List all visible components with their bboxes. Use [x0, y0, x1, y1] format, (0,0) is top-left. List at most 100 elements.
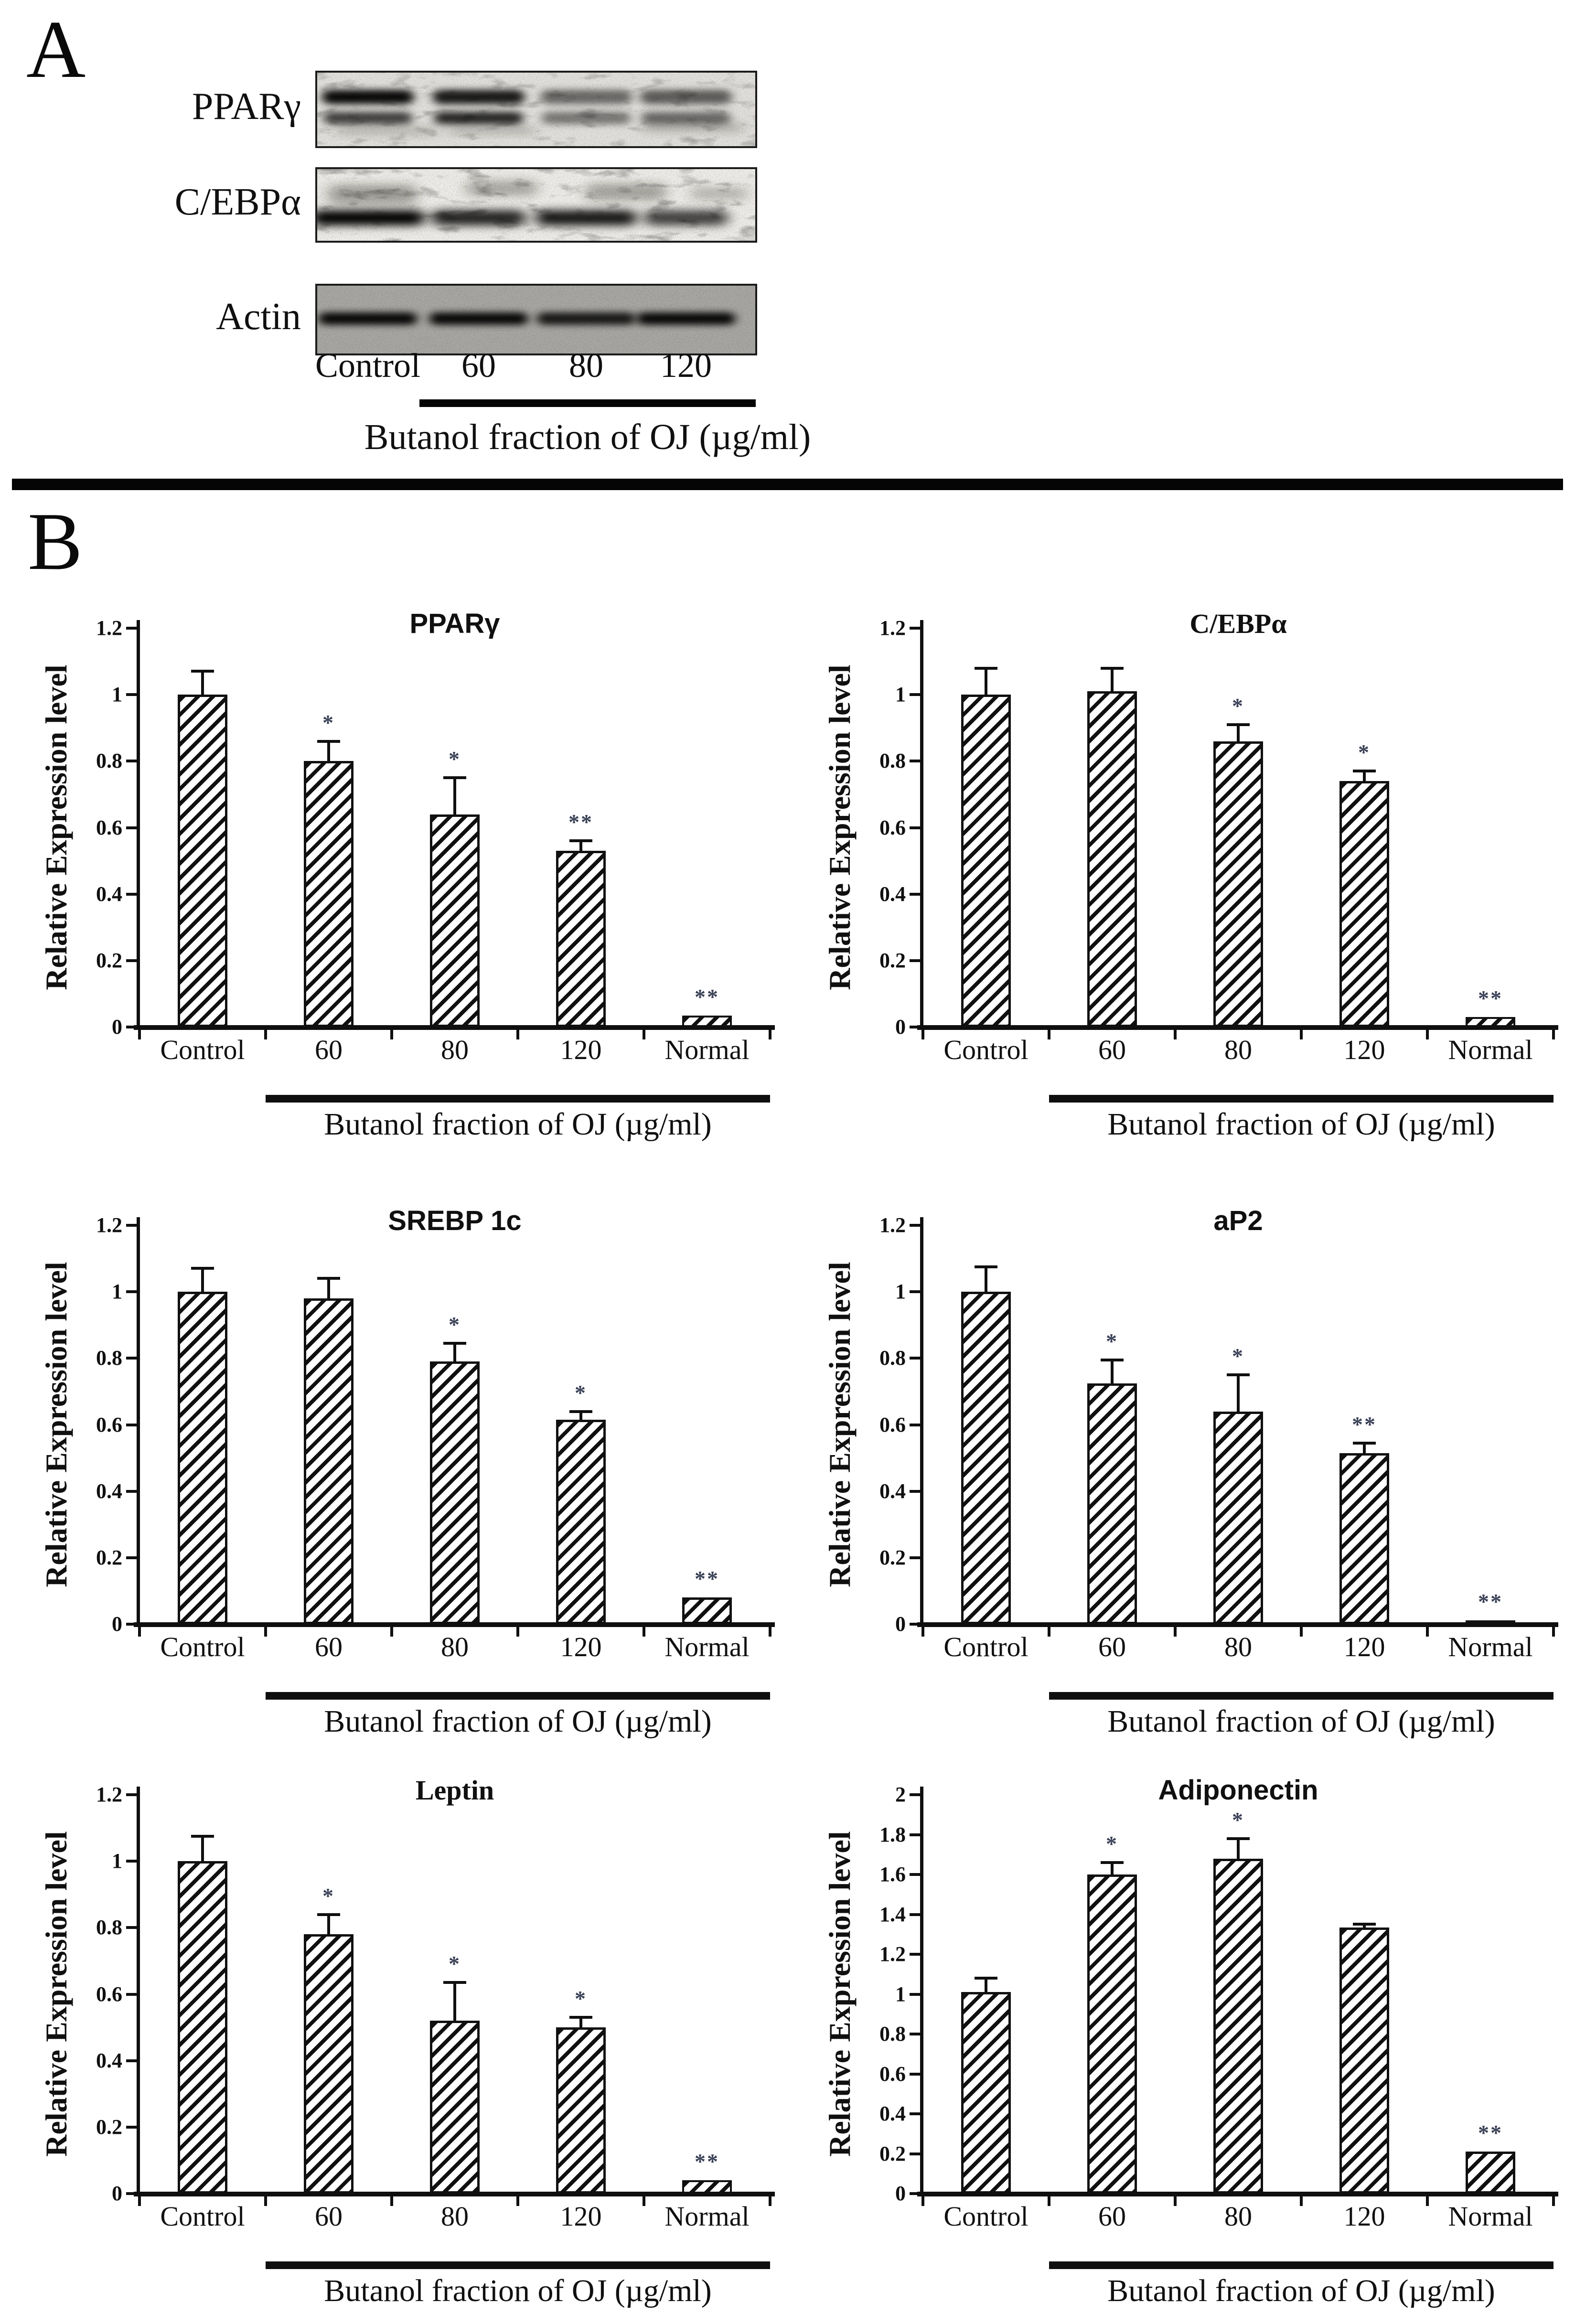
x-tick	[516, 1030, 519, 1039]
bar-60	[1087, 1383, 1137, 1624]
bar-120	[556, 2027, 606, 2194]
error-bar	[579, 841, 582, 851]
y-tick-label: 1.2	[879, 1213, 906, 1237]
y-tick-label: 1	[112, 1280, 122, 1304]
bar-normal	[682, 1015, 732, 1027]
y-tick-label: 0.4	[96, 1479, 122, 1503]
chart-title: C/EBPα	[1189, 608, 1287, 639]
x-category-label: 120	[560, 1034, 602, 1065]
y-tick	[126, 1556, 137, 1559]
error-bar	[1237, 724, 1240, 741]
y-tick-label: 0.8	[879, 749, 906, 773]
blot-image-3	[315, 284, 757, 355]
y-tick-label: 0.6	[96, 1982, 122, 2006]
error-bar	[201, 1268, 204, 1292]
chart-srebp-1c: SREBP 1c Relative Expression level 0 0.2 0.4…	[19, 1204, 788, 1753]
error-cap	[1101, 666, 1124, 670]
y-tick-label: 0.2	[879, 948, 906, 972]
y-axis	[920, 1217, 923, 1627]
y-tick	[126, 1357, 137, 1360]
y-tick	[126, 1926, 137, 1929]
x-tick	[769, 1627, 771, 1637]
x-tick	[264, 1627, 267, 1637]
x-category-label: Normal	[1448, 1034, 1533, 1065]
x-tick	[921, 1030, 924, 1039]
y-tick	[126, 826, 137, 829]
y-tick-label: 0	[895, 1015, 906, 1039]
x-category-label: 80	[441, 1631, 469, 1662]
error-bar	[985, 1978, 987, 1992]
error-cap	[317, 739, 340, 743]
y-tick-label: 2	[895, 1783, 906, 1806]
y-tick	[910, 760, 920, 763]
chart-title: Adiponectin	[1158, 1775, 1318, 1806]
y-tick-label: 0.8	[96, 749, 122, 773]
error-cap	[569, 839, 592, 843]
bar-control	[961, 695, 1011, 1027]
x-axis	[134, 2192, 775, 2196]
y-tick	[910, 1833, 920, 1836]
significance-marker: *	[1232, 693, 1244, 718]
x-tick	[138, 2196, 141, 2206]
bar-80	[430, 1361, 480, 1624]
bar-60	[304, 761, 354, 1027]
x-category-label: 120	[1343, 2201, 1385, 2232]
x-axis	[917, 2192, 1558, 2196]
x-category-label: 60	[1098, 1631, 1126, 1662]
error-bar	[1111, 668, 1114, 692]
bar-normal	[1466, 1620, 1515, 1624]
y-tick	[910, 2152, 920, 2155]
y-tick	[126, 1860, 137, 1863]
bar-60	[1087, 1874, 1137, 2194]
error-bar	[1237, 1375, 1240, 1412]
y-tick-label: 0.6	[879, 815, 906, 839]
error-cap	[191, 1267, 214, 1270]
x-category-label: Normal	[1448, 1631, 1533, 1662]
treatment-label: Butanol fraction of OJ (µg/ml)	[324, 1704, 712, 1739]
x-tick	[516, 1627, 519, 1637]
x-category-label: Control	[943, 2201, 1029, 2232]
y-axis	[920, 620, 923, 1030]
y-tick	[126, 2059, 137, 2062]
x-tick	[1174, 1030, 1177, 1039]
y-tick-label: 0.6	[96, 1413, 122, 1436]
panel-b-label: B	[28, 496, 83, 587]
error-cap	[1227, 1837, 1250, 1840]
x-category-label: 80	[1224, 1631, 1252, 1662]
error-bar	[201, 671, 204, 695]
bar-120	[556, 1420, 606, 1624]
treatment-underline	[1049, 1095, 1554, 1103]
x-category-label: Control	[943, 1631, 1029, 1662]
x-tick	[1426, 2196, 1429, 2206]
bar-120	[556, 851, 606, 1027]
x-tick	[390, 1030, 393, 1039]
x-tick	[1552, 1627, 1555, 1637]
significance-marker: **	[1478, 2121, 1503, 2145]
y-tick-label: 1.2	[96, 616, 122, 640]
y-tick-label: 1.2	[879, 1942, 906, 1966]
bar-control	[961, 1992, 1011, 2194]
chart-adiponectin: Adiponectin Relative Expression level 0 0.2…	[803, 1773, 1572, 2323]
y-tick	[126, 1992, 137, 1996]
y-tick	[126, 1793, 137, 1796]
significance-marker: *	[1232, 1344, 1244, 1369]
y-tick-label: 0.4	[879, 1479, 906, 1503]
y-tick-label: 1	[112, 1849, 122, 1873]
x-tick	[1048, 2196, 1050, 2206]
y-tick-label: 0	[112, 1612, 122, 1636]
error-bar	[985, 668, 987, 695]
y-tick-label: 0.2	[96, 1545, 122, 1569]
bar-control	[178, 1861, 227, 2194]
y-tick-label: 0	[112, 2182, 122, 2205]
y-tick-label: 0.8	[96, 1346, 122, 1370]
x-category-label: Control	[160, 1034, 245, 1065]
y-tick	[910, 2112, 920, 2115]
error-bar	[327, 741, 330, 761]
y-tick	[910, 1992, 920, 1996]
treatment-underline	[266, 1692, 770, 1700]
y-tick	[126, 2125, 137, 2129]
significance-marker: **	[695, 2149, 719, 2174]
error-bar	[453, 1343, 456, 1362]
error-cap	[1353, 1441, 1376, 1445]
